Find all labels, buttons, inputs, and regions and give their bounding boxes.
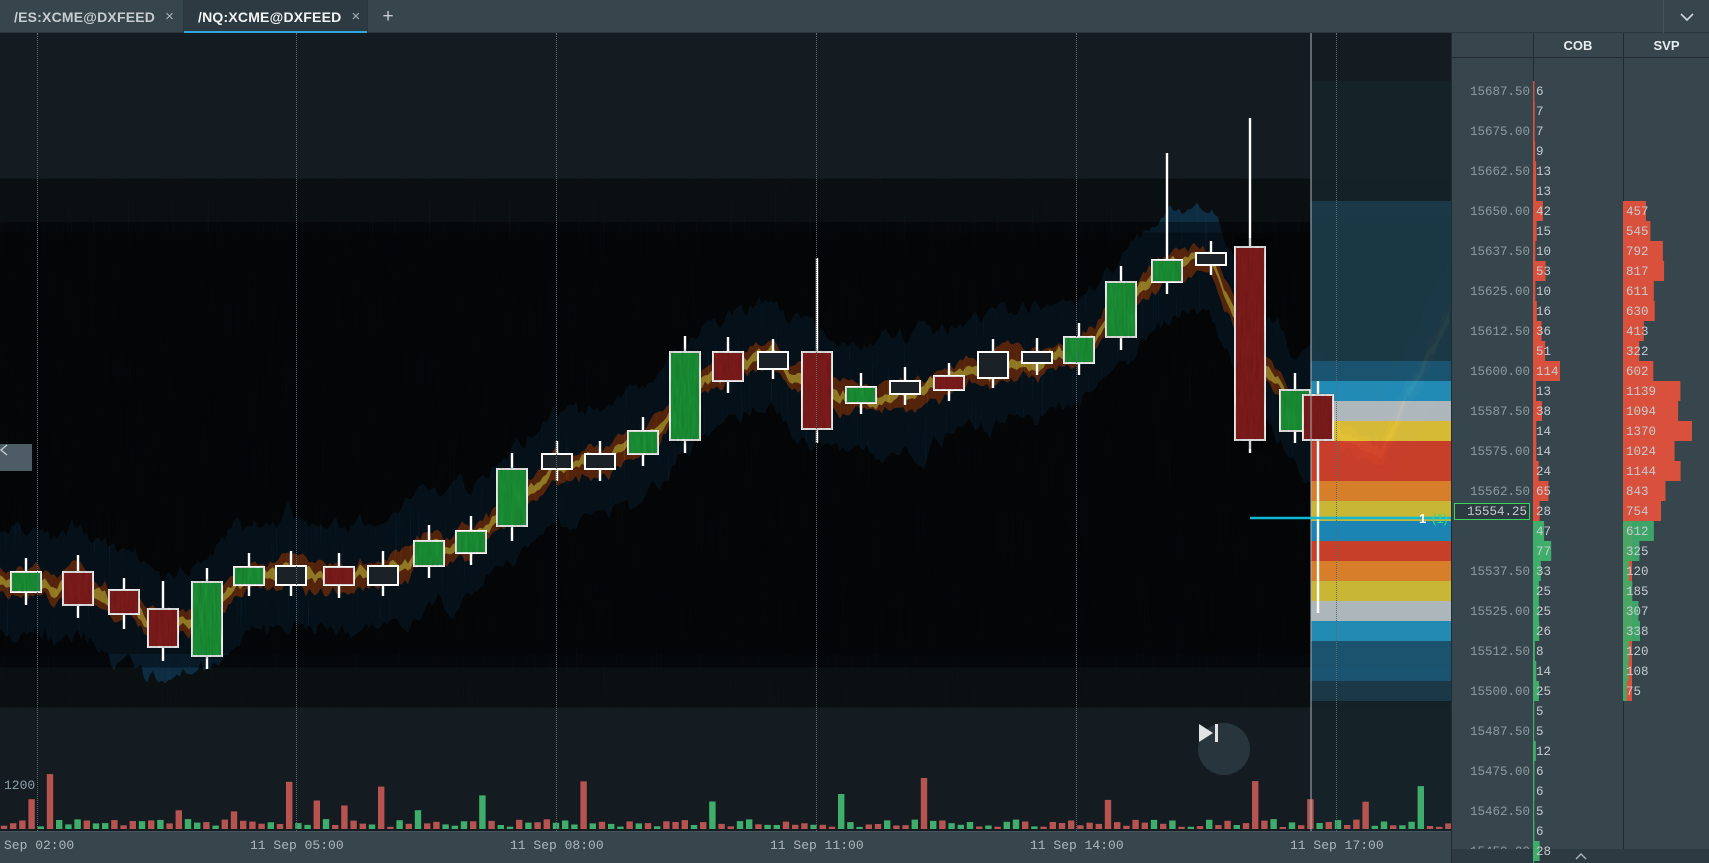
svg-text:(1): (1) xyxy=(1432,511,1448,526)
svg-text:1: 1 xyxy=(1419,511,1426,526)
